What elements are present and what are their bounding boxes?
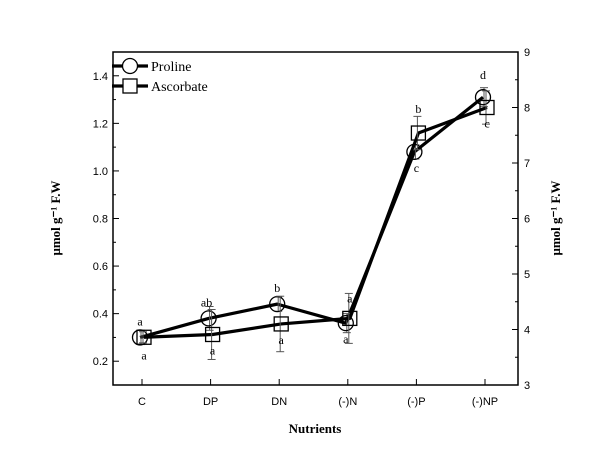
significance-label: a [141, 348, 147, 362]
significance-label: a [210, 343, 216, 357]
significance-label: d [480, 68, 486, 82]
series-line-ascorbate [143, 106, 488, 339]
right-tick-label: 8 [524, 103, 530, 115]
right-tick-label: 4 [524, 325, 530, 337]
ascorbate-point [273, 316, 289, 332]
right-axis-title: μmol g⁻¹ F.W [548, 180, 563, 255]
ascorbate-point [342, 310, 358, 327]
x-tick-label: (-)N [338, 396, 357, 408]
right-tick-label: 9 [524, 47, 530, 59]
ascorbate-point [204, 326, 221, 343]
right-tick-label: 5 [524, 269, 530, 281]
x-tick-label: DP [203, 396, 218, 408]
left-tick-label: 1.4 [93, 71, 108, 83]
significance-label: a [279, 333, 285, 347]
significance-label: a [343, 332, 349, 346]
x-tick-label: (-)P [407, 396, 425, 408]
series-line-proline [139, 95, 484, 339]
proline-point [337, 315, 354, 332]
right-tick-label: 3 [524, 380, 530, 392]
significance-label: c [414, 161, 419, 175]
legend-circle-marker [121, 57, 139, 75]
right-tick-label: 6 [524, 214, 530, 226]
right-tick-label: 7 [524, 158, 530, 170]
legend-label: Ascorbate [151, 80, 208, 95]
left-tick-label: 0.2 [93, 356, 108, 368]
right-axis: 3 4 5 6 7 8 9 [512, 47, 530, 392]
left-tick-label: 0.4 [93, 309, 108, 321]
x-tick-label: (-)NP [472, 396, 498, 408]
x-tick-label: C [138, 396, 146, 408]
left-tick-label: 0.8 [93, 214, 108, 226]
significance-label: b [415, 102, 421, 116]
proline-point [474, 89, 492, 106]
legend: Proline Ascorbate [112, 57, 208, 95]
left-tick-label: 1.2 [93, 118, 108, 130]
ascorbate-point [136, 329, 152, 345]
significance-label: a [347, 291, 353, 305]
legend-label: Proline [151, 60, 191, 75]
significance-label: a [137, 314, 143, 328]
ascorbate-point [479, 99, 495, 116]
x-axis: C DP DN (-)N (-)P (-)NP [138, 379, 498, 408]
legend-square-marker [122, 78, 138, 94]
x-tick-label: DN [271, 396, 287, 408]
left-axis-title: μmol g⁻¹ F.W [48, 180, 63, 255]
left-axis: 0.2 0.4 0.6 0.8 1.0 1.2 1.4 [93, 51, 119, 386]
left-tick-label: 1.0 [93, 166, 108, 178]
significance-label: ab [201, 295, 212, 309]
proline-point [200, 310, 217, 327]
significance-label: c [484, 117, 489, 131]
significance-label: b [274, 281, 280, 295]
left-tick-label: 0.6 [93, 261, 108, 273]
x-axis-title: Nutrients [289, 421, 342, 436]
ascorbate-point [410, 125, 427, 141]
